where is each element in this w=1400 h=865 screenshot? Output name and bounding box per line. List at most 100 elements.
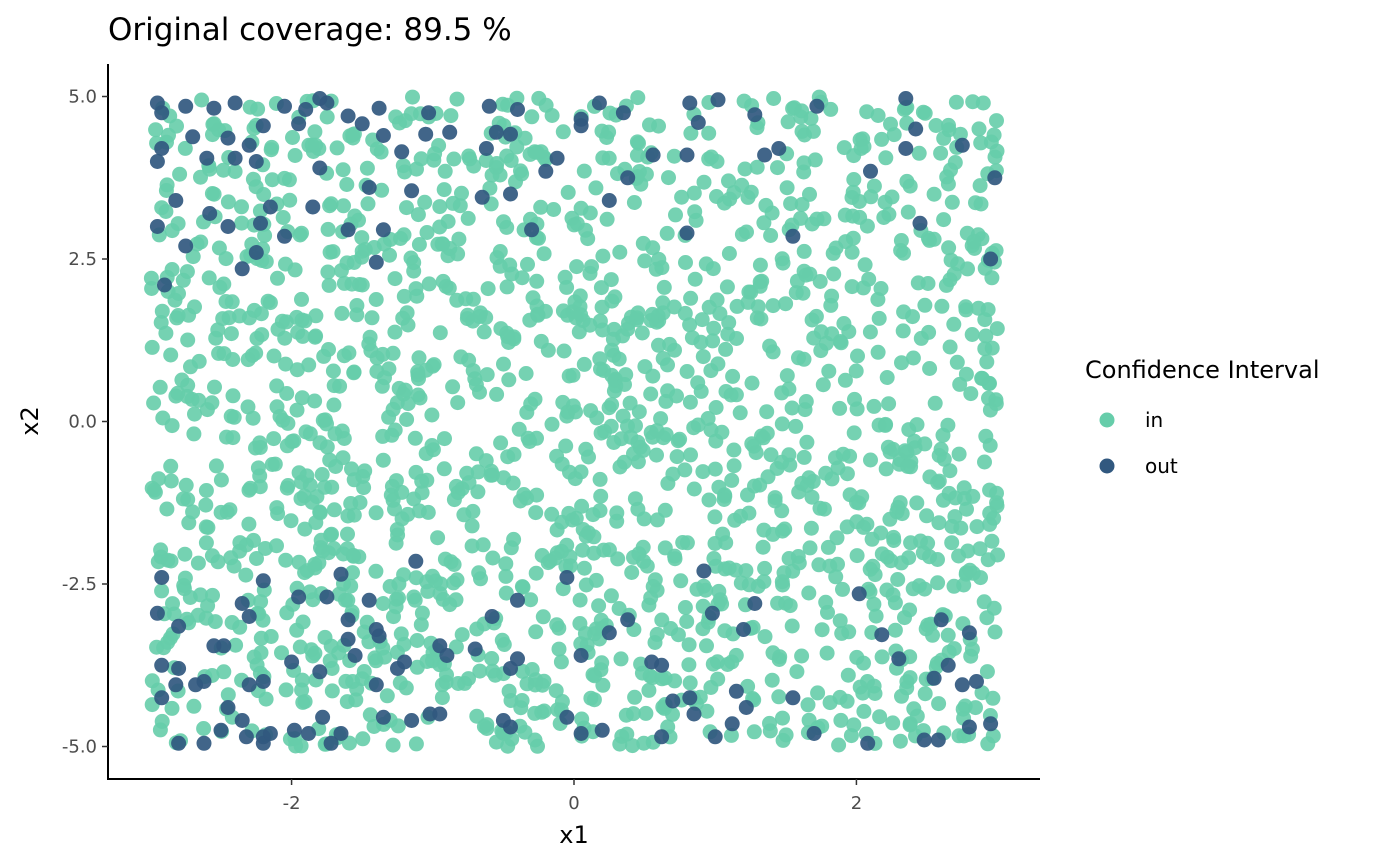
point-in	[569, 259, 584, 274]
point-in	[903, 179, 918, 194]
point-in	[897, 610, 912, 625]
point-in	[424, 408, 439, 423]
point-in	[609, 514, 624, 529]
point-in	[673, 573, 688, 588]
point-in	[327, 502, 342, 517]
point-in	[199, 535, 214, 550]
point-in	[536, 609, 551, 624]
point-in	[825, 471, 840, 486]
point-out	[199, 151, 214, 166]
point-in	[308, 330, 323, 345]
point-in	[437, 182, 452, 197]
point-in	[527, 706, 542, 721]
point-in	[830, 557, 845, 572]
point-in	[794, 649, 809, 664]
point-in	[176, 491, 191, 506]
point-in	[670, 449, 685, 464]
point-in	[920, 536, 935, 551]
point-in	[278, 553, 293, 568]
point-in	[316, 413, 331, 428]
point-in	[959, 502, 974, 517]
point-out	[178, 239, 193, 254]
point-in	[739, 225, 754, 240]
point-out	[559, 570, 574, 585]
point-in	[500, 449, 515, 464]
point-in	[249, 179, 264, 194]
point-in	[509, 140, 524, 155]
point-out	[908, 122, 923, 137]
point-in	[219, 251, 234, 266]
point-in	[410, 633, 425, 648]
point-out	[168, 193, 183, 208]
point-out	[898, 141, 913, 156]
point-in	[799, 435, 814, 450]
point-in	[875, 546, 890, 561]
point-in	[535, 548, 550, 563]
point-in	[264, 142, 279, 157]
point-in	[724, 655, 739, 670]
point-in	[596, 363, 611, 378]
point-in	[496, 357, 511, 372]
point-in	[219, 430, 234, 445]
point-in	[342, 128, 357, 143]
point-in	[419, 446, 434, 461]
point-in	[980, 736, 995, 751]
point-in	[687, 482, 702, 497]
point-in	[569, 310, 584, 325]
point-in	[355, 278, 370, 293]
point-in	[974, 371, 989, 386]
point-in	[917, 298, 932, 313]
point-in	[936, 212, 951, 227]
point-out	[574, 726, 589, 741]
point-out	[221, 700, 236, 715]
point-in	[880, 370, 895, 385]
point-in	[588, 180, 603, 195]
point-in	[560, 405, 575, 420]
point-in	[775, 578, 790, 593]
point-in	[477, 324, 492, 339]
point-in	[176, 273, 191, 288]
point-in	[918, 686, 933, 701]
point-in	[901, 550, 916, 565]
point-in	[595, 249, 610, 264]
point-in	[727, 458, 742, 473]
point-in	[580, 231, 595, 246]
point-in	[742, 577, 757, 592]
point-in	[766, 344, 781, 359]
point-in	[774, 385, 789, 400]
point-in	[973, 178, 988, 193]
point-in	[583, 266, 598, 281]
point-in	[832, 401, 847, 416]
point-in	[579, 578, 594, 593]
point-out	[263, 726, 278, 741]
point-in	[631, 546, 646, 561]
point-out	[708, 729, 723, 744]
point-out	[691, 115, 706, 130]
point-in	[952, 377, 967, 392]
point-in	[944, 519, 959, 534]
point-in	[471, 565, 486, 580]
point-in	[791, 549, 806, 564]
point-in	[568, 471, 583, 486]
point-in	[718, 342, 733, 357]
point-in	[948, 155, 963, 170]
point-in	[683, 447, 698, 462]
point-in	[601, 125, 616, 140]
point-out	[301, 726, 316, 741]
point-out	[394, 144, 409, 159]
point-in	[859, 104, 874, 119]
point-in	[721, 173, 736, 188]
point-in	[785, 101, 800, 116]
point-in	[226, 388, 241, 403]
point-in	[771, 689, 786, 704]
point-out	[510, 593, 525, 608]
point-in	[635, 326, 650, 341]
point-in	[846, 148, 861, 163]
point-in	[936, 428, 951, 443]
point-in	[279, 605, 294, 620]
point-in	[557, 344, 572, 359]
point-in	[493, 321, 508, 336]
point-out	[202, 206, 217, 221]
point-out	[682, 690, 697, 705]
point-in	[654, 613, 669, 628]
